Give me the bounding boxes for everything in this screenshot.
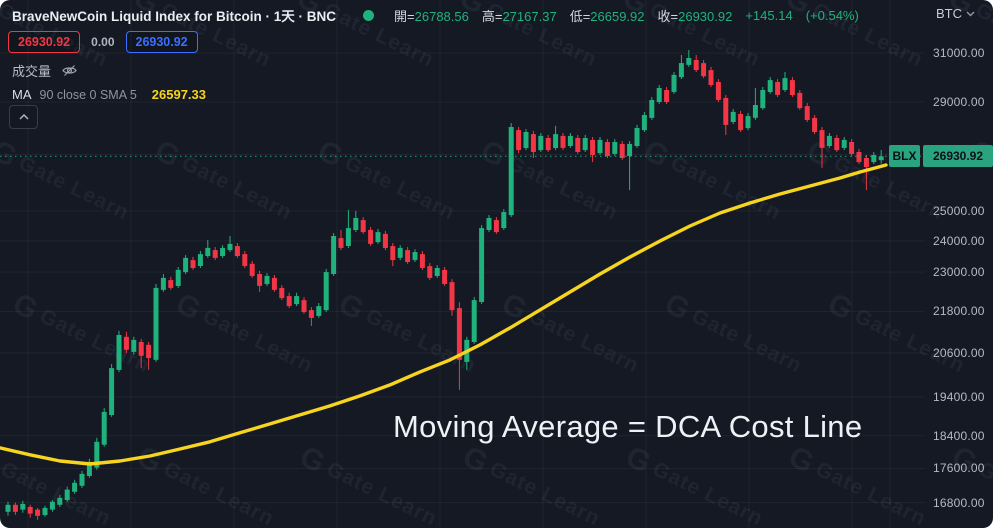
sell-price: 26930.92: [18, 35, 71, 49]
symbol-selector[interactable]: BTC: [936, 6, 975, 21]
spread-value: 0.00: [91, 35, 115, 49]
low-value: 26659.92: [590, 8, 645, 24]
change-value: +145.14: [745, 7, 793, 23]
price-badge-value: 26930.92: [923, 145, 993, 168]
collapse-button[interactable]: [9, 105, 38, 129]
sell-price-box[interactable]: 26930.92: [8, 31, 81, 53]
axis-tick-label: 17600.00: [933, 461, 985, 476]
indicator-params: 90 close 0 SMA 5: [39, 87, 137, 102]
price-badge-symbol: BLX: [889, 145, 920, 168]
last-price-badge: BLX 26930.92: [889, 145, 993, 168]
axis-tick-label: 20600.00: [933, 345, 985, 360]
axis-tick-label: 18400.00: [933, 428, 985, 443]
indicator-value: 26597.33: [151, 87, 207, 102]
axis-tick-label: 24000.00: [933, 233, 985, 248]
high-label: 高=: [481, 8, 503, 24]
symbol-title[interactable]: BraveNewCoin Liquid Index for Bitcoin · …: [12, 9, 337, 24]
header-row: BraveNewCoin Liquid Index for Bitcoin · …: [12, 5, 859, 25]
open-value: 26788.56: [414, 8, 469, 24]
ohlc-readout: 開=26788.56 高=27167.37 低=26659.92 收=26930…: [394, 6, 859, 25]
axis-tick-label: 21800.00: [933, 304, 985, 319]
low-label: 低=: [569, 8, 591, 24]
axis-tick-label: 19400.00: [933, 390, 985, 404]
volume-row: 成交量: [12, 61, 78, 80]
buy-price: 26930.92: [135, 35, 188, 49]
annotation-caption: Moving Average = DCA Cost Line: [393, 409, 863, 444]
axis-tick-label: 16800.00: [933, 495, 985, 510]
quote-row: 26930.92 0.00 26930.92: [8, 31, 198, 53]
axis-tick-label: 29000.00: [933, 95, 985, 109]
axis-tick-label: 25000.00: [933, 203, 985, 218]
buy-price-box[interactable]: 26930.92: [125, 31, 198, 53]
axis-tick-label: 31000.00: [933, 46, 985, 61]
chevron-up-icon: [18, 114, 29, 120]
symbol-selector-label: BTC: [936, 6, 962, 21]
axis-tick-label: 23000.00: [933, 265, 985, 280]
indicator-name: MA: [12, 87, 32, 102]
close-label: 收=: [657, 8, 679, 24]
change-percent: (+0.54%): [805, 7, 859, 23]
chevron-down-icon: [966, 10, 975, 17]
eye-off-icon[interactable]: [61, 62, 78, 79]
high-value: 27167.37: [502, 8, 557, 24]
status-dot: [363, 9, 375, 21]
close-value: 26930.92: [678, 8, 733, 24]
indicator-row[interactable]: MA 90 close 0 SMA 5 26597.33: [12, 87, 206, 102]
open-label: 開=: [394, 8, 415, 24]
price-axis[interactable]: 31000.00 29000.00 25000.00 24000.00 23000.00…: [920, 0, 993, 528]
volume-label: 成交量: [12, 64, 52, 79]
